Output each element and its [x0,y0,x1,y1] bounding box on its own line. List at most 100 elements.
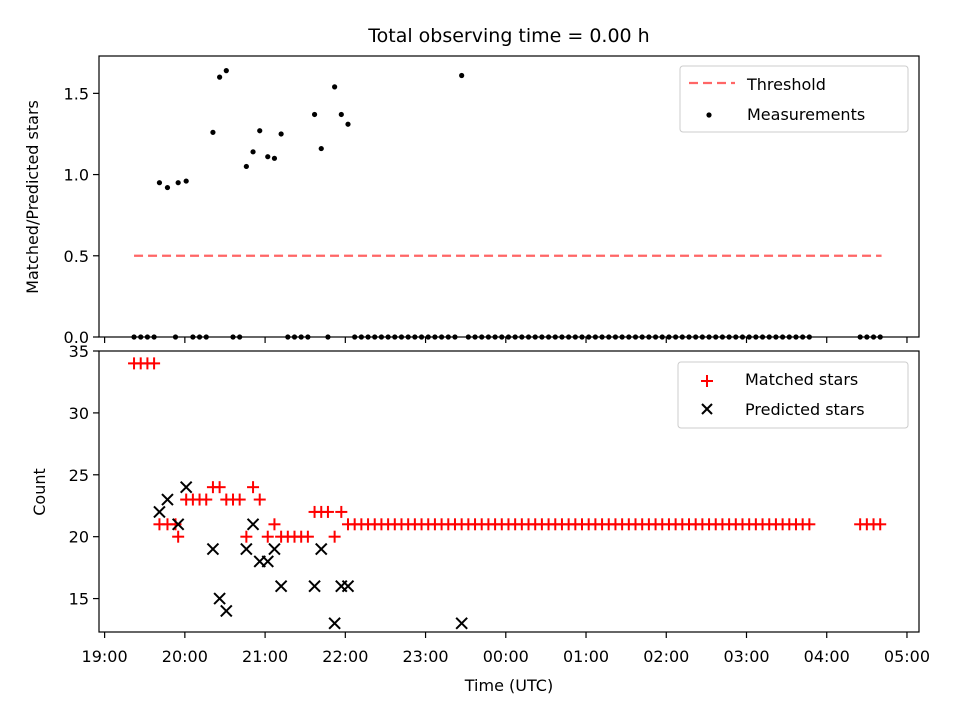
measurement-point [265,154,271,160]
measurement-point [412,334,418,340]
measurement-point [519,334,525,340]
measurement-point [606,334,612,340]
predicted-star-marker [308,579,321,593]
x-tick-label: 02:00 [643,647,689,666]
measurement-point [864,334,870,340]
measurement-point [291,334,298,340]
measurement-point [739,334,746,340]
measurement-point [619,334,625,340]
measurement-point [217,74,223,80]
legend-measurements-label: Measurements [747,105,865,124]
bottom-x-axis: 19:00 20:00 21:00 22:00 23:00 00:00 01:00 02:00… [82,632,930,666]
measurement-point [539,334,545,340]
matched-star-marker [148,357,161,370]
chart-title: Total observing time = 0.00 h [367,25,649,47]
x-tick-label: 03:00 [723,647,769,666]
predicted-star-marker [153,505,166,519]
x-tick-label: 21:00 [242,647,288,666]
x-tick-label: 20:00 [162,647,208,666]
measurement-point [203,334,209,340]
predicted-star-marker [220,604,233,618]
top-x-axis [104,337,908,343]
measurement-point [425,334,431,340]
measurement-point [492,334,498,340]
matched-star-marker [253,493,266,506]
measurement-point [652,334,659,340]
top-y-tick-label: 1.5 [64,84,89,103]
predicted-star-marker [268,542,281,556]
x-tick-label: 04:00 [804,647,850,666]
x-tick-label: 00:00 [483,647,529,666]
measurement-point [243,163,249,170]
predicted-star-marker [341,579,355,593]
measurement-point [365,334,371,340]
top-y-axis: 0.0 0.5 1.0 1.5 [64,84,99,347]
measurement-point [545,334,552,340]
measurement-point [726,334,732,340]
measurement-point [746,334,752,340]
measurement-point [405,334,411,340]
predicted-star-marker [240,542,253,556]
measurement-point [800,334,806,340]
measurement-point [372,334,378,340]
measurement-point [352,334,358,340]
measurement-point [398,334,405,340]
predicted-star-marker [315,542,328,556]
measurement-point [759,334,766,340]
predicted-star-marker [328,617,341,630]
measurement-point [151,334,157,340]
bottom-y-tick-label: 25 [69,466,89,485]
measurement-point [666,334,672,340]
measurement-point [318,145,324,152]
measurement-point [138,334,144,340]
measurement-point [131,334,137,340]
measurement-point [392,334,398,340]
matched-star-marker [200,493,213,506]
bottom-y-axis: 15 20 25 30 35 [69,342,99,609]
measurement-point [753,334,759,340]
predicted-star-marker [455,617,468,630]
x-tick-label: 22:00 [322,647,368,666]
measurement-point [156,180,163,186]
matched-star-marker [335,505,348,518]
predicted-star-marker [171,518,185,531]
matched-star-marker [240,530,253,543]
legend-threshold-label: Threshold [746,75,826,94]
measurement-point [285,334,291,340]
measurement-point [857,334,863,340]
measurement-point [786,334,792,340]
measurement-point [599,334,605,340]
measurement-point [332,84,338,90]
matched-stars-points [128,357,887,543]
measurement-point [345,121,351,127]
measurement-point [485,334,492,340]
measurement-point [532,334,538,340]
measurement-point [877,334,883,340]
matched-star-marker [803,518,816,531]
x-axis-label: Time (UTC) [464,676,553,695]
measurement-point [465,334,471,340]
measurement-point [164,184,171,191]
matched-star-marker [328,530,341,543]
measurement-point [559,334,565,340]
measurement-point [190,334,196,340]
measurement-point [706,334,712,340]
measurement-point [230,334,236,340]
measurement-point [572,334,578,340]
measurement-point [512,334,518,340]
predicted-star-marker [179,480,193,494]
measurement-point [699,334,705,340]
measurement-point [713,334,719,340]
bottom-y-tick-label: 35 [69,342,89,361]
matched-star-marker [268,518,281,531]
predicted-stars-points [153,480,468,630]
matched-star-marker [874,518,887,531]
measurement-point [773,334,779,340]
measurement-point [223,68,229,74]
measurement-point [196,334,203,340]
measurement-point [639,334,645,340]
measurement-point [579,334,585,340]
x-tick-label: 19:00 [82,647,128,666]
legend-matched-label: Matched stars [745,370,858,389]
